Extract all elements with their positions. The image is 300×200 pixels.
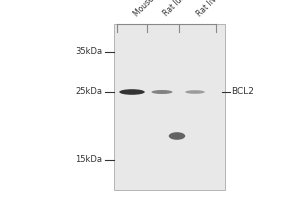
Text: BCL2: BCL2 <box>231 88 254 97</box>
Ellipse shape <box>169 132 185 140</box>
Text: Rat liver: Rat liver <box>195 0 224 18</box>
Text: 25kDa: 25kDa <box>75 88 102 97</box>
Ellipse shape <box>119 89 145 95</box>
Text: Mouse testis: Mouse testis <box>132 0 172 18</box>
Text: 15kDa: 15kDa <box>75 156 102 164</box>
Text: 35kDa: 35kDa <box>75 47 102 56</box>
Ellipse shape <box>152 90 172 94</box>
Text: Rat lung: Rat lung <box>162 0 191 18</box>
Ellipse shape <box>185 90 205 94</box>
Bar <box>114 24 225 190</box>
